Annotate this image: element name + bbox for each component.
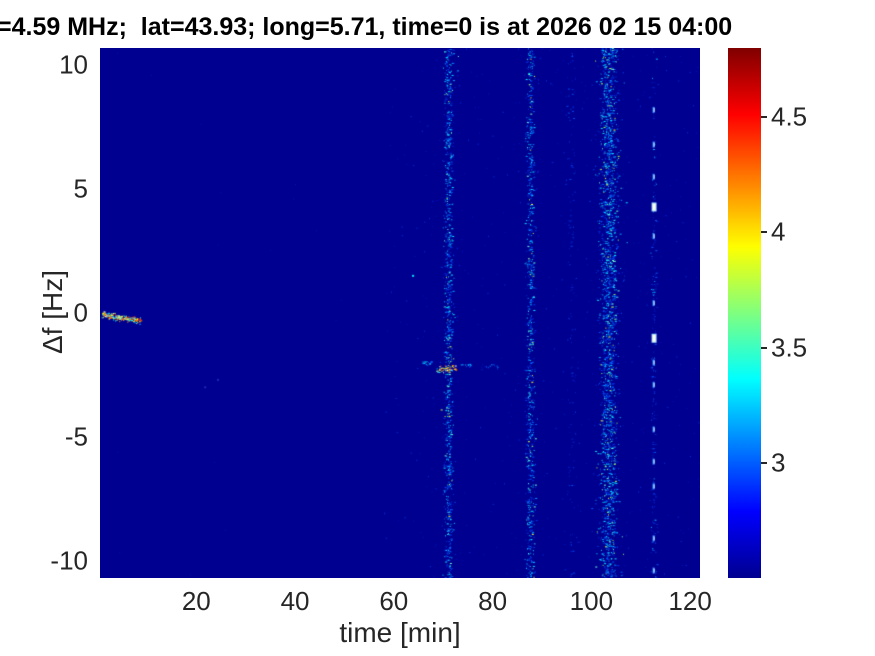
colorbar-tick-label: 4.5 <box>771 101 808 132</box>
y-tick-label: 10 <box>59 49 88 80</box>
colorbar-tick <box>761 346 767 349</box>
spectrogram-canvas <box>100 48 700 578</box>
y-tick-label: 5 <box>73 173 88 204</box>
colorbar-tick <box>761 116 767 119</box>
colorbar-tick <box>761 231 767 234</box>
x-tick-label: 60 <box>379 586 409 616</box>
colorbar <box>728 48 761 578</box>
y-tick-label: 0 <box>73 297 88 328</box>
colorbar-tick-label: 3.5 <box>771 332 808 363</box>
x-axis-label: time [min] <box>339 617 461 648</box>
colorbar-tick-label: 4 <box>771 216 786 247</box>
x-tick-label: 20 <box>181 586 211 616</box>
colorbar-gradient <box>728 48 761 578</box>
x-tick-label: 120 <box>668 586 712 616</box>
y-tick-label: -10 <box>50 545 88 576</box>
colorbar-tick-label: 3 <box>771 447 786 478</box>
x-tick-label: 100 <box>569 586 614 616</box>
y-tick-label: -5 <box>64 421 88 452</box>
x-tick-label: 40 <box>280 586 310 616</box>
plot-area <box>100 48 700 578</box>
colorbar-tick <box>761 461 767 464</box>
chart-title: =4.59 MHz; lat=43.93; long=5.71, time=0 … <box>0 13 733 41</box>
x-tick-label: 80 <box>478 586 508 616</box>
